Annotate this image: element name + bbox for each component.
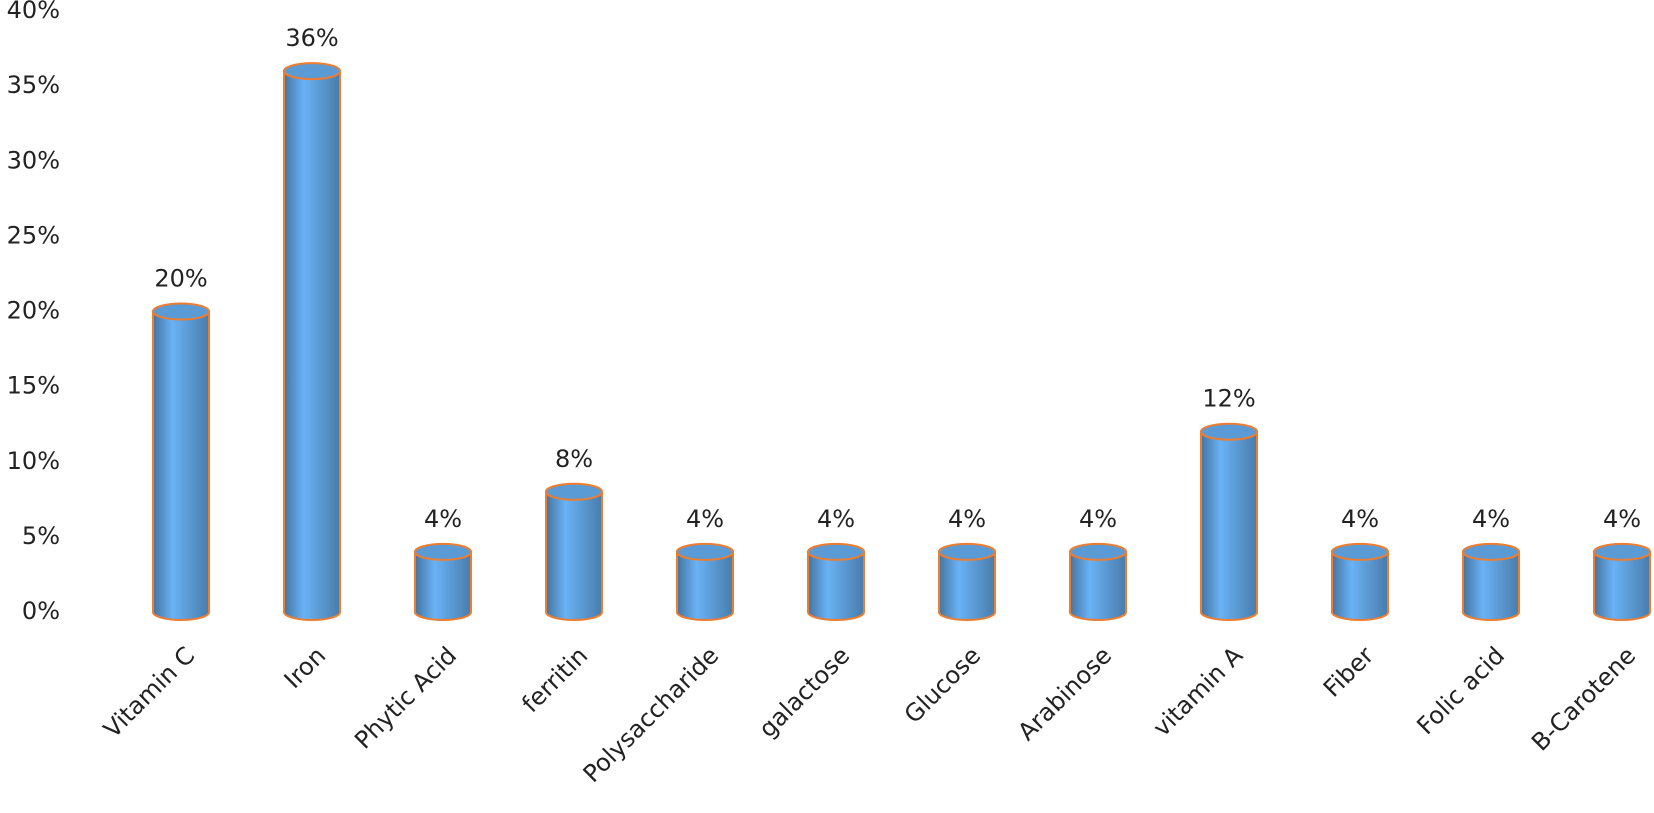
y-tick-label: 30% (7, 146, 60, 174)
x-tick-label: Arabinose (1012, 641, 1117, 746)
value-label: 4% (1603, 505, 1641, 533)
x-tick-label: Fiber (1318, 641, 1379, 702)
bar (545, 490, 603, 621)
bar (1331, 550, 1389, 621)
value-label: 20% (154, 265, 207, 293)
value-label: 12% (1202, 385, 1255, 413)
bar (1462, 550, 1520, 621)
value-label: 4% (686, 505, 724, 533)
bar-top (1200, 422, 1258, 441)
y-tick-label: 15% (7, 372, 60, 400)
bar-top (938, 542, 996, 561)
bar-top (1593, 542, 1651, 561)
bar-top (283, 62, 341, 81)
bar (414, 550, 472, 621)
x-tick-label: Phytic Acid (349, 641, 462, 754)
bar-top (1331, 542, 1389, 561)
y-tick-label: 0% (22, 597, 60, 625)
bar (1593, 550, 1651, 621)
x-tick-label: B-Carotene (1526, 641, 1641, 756)
bar-top (676, 542, 734, 561)
x-tick-label: galactose (753, 641, 855, 743)
value-label: 4% (424, 505, 462, 533)
value-label: 8% (555, 445, 593, 473)
y-tick-label: 35% (7, 71, 60, 99)
value-label: 4% (1341, 505, 1379, 533)
x-tick-label: Folic acid (1411, 641, 1510, 740)
bar (1069, 550, 1127, 621)
x-tick-label: Polysaccharide (578, 641, 725, 788)
x-tick-label: Iron (279, 641, 332, 694)
bar-top (545, 482, 603, 501)
y-tick-label: 20% (7, 297, 60, 325)
bar-top (414, 542, 472, 561)
x-tick-label: ferritin (516, 641, 593, 718)
bar-top (807, 542, 865, 561)
bar (283, 70, 341, 621)
x-tick-label: Vitamin C (98, 641, 200, 743)
y-tick-label: 10% (7, 447, 60, 475)
value-label: 4% (948, 505, 986, 533)
y-tick-label: 40% (7, 0, 60, 24)
bar-top (1069, 542, 1127, 561)
bar-top (152, 302, 210, 321)
bar-top (1462, 542, 1520, 561)
y-tick-label: 25% (7, 221, 60, 249)
bar (1200, 430, 1258, 621)
bar (152, 310, 210, 621)
value-label: 4% (817, 505, 855, 533)
bar (807, 550, 865, 621)
value-label: 4% (1472, 505, 1510, 533)
x-tick-label: vitamin A (1148, 641, 1249, 742)
y-tick-label: 5% (22, 522, 60, 550)
value-label: 36% (285, 24, 338, 52)
bar (676, 550, 734, 621)
value-label: 4% (1079, 505, 1117, 533)
x-tick-label: Glucose (899, 641, 986, 728)
bar (938, 550, 996, 621)
